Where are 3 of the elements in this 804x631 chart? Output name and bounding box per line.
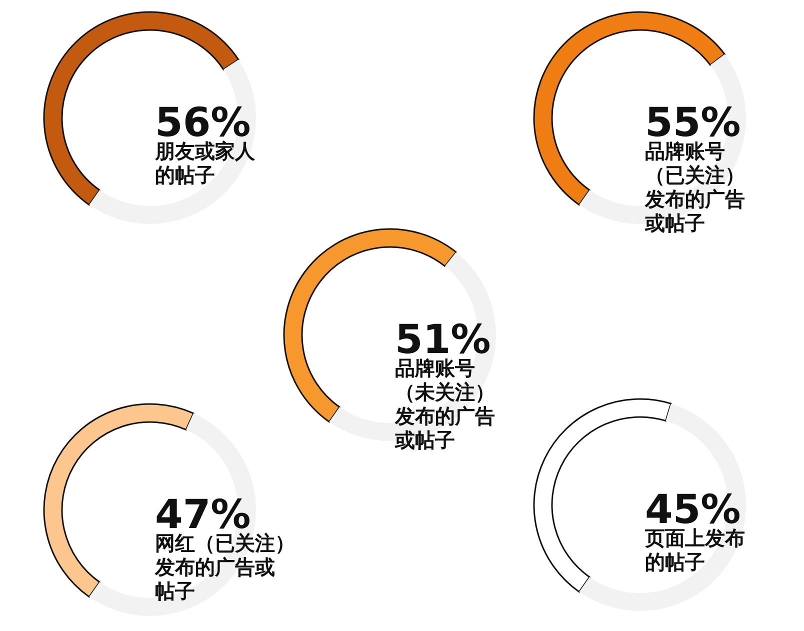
donut-slice [89, 413, 256, 616]
donut-slice [579, 404, 746, 611]
donut-slice [89, 60, 256, 224]
